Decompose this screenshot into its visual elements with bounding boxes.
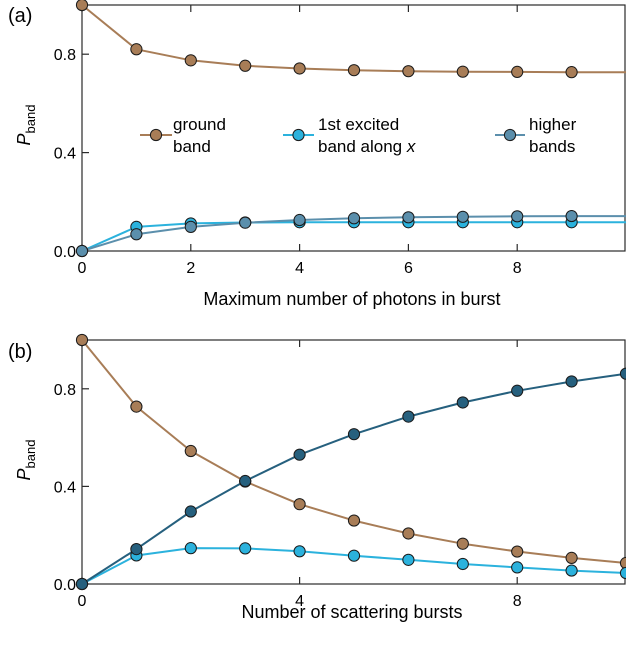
x-tick-label: 4: [295, 593, 304, 610]
series-line-0: [81, 4, 626, 74]
legend-text-ground-1: ground: [173, 115, 226, 134]
data-point: [619, 556, 626, 570]
data-point: [184, 505, 197, 518]
legend-marker-ground: [149, 128, 163, 142]
data-point: [402, 527, 415, 540]
data-point: [456, 65, 469, 78]
data-point: [402, 410, 415, 423]
y-axis-title-b: Pband: [14, 440, 38, 481]
data-point: [456, 537, 469, 550]
y-axis-title-a-sub: band: [23, 105, 38, 134]
plot-frame: [81, 339, 626, 585]
data-point: [511, 545, 524, 558]
legend-text-excited-2: band along x: [318, 137, 416, 156]
data-point: [619, 566, 626, 580]
data-point: [184, 444, 197, 458]
data-point: [184, 54, 197, 67]
data-point: [347, 549, 361, 562]
data-point: [511, 561, 524, 574]
legend-text-higher-1: higher: [529, 115, 577, 134]
data-point: [402, 211, 415, 224]
data-point: [565, 209, 578, 223]
data-point: [75, 333, 89, 347]
y-axis-title-a-main: P: [14, 133, 34, 145]
panel-a-axes: 0 2 4 6 8 0.0 0.4 0.8: [54, 4, 626, 277]
y-tick-label: 0.8: [54, 47, 76, 64]
legend-text-ground-2: band: [173, 137, 211, 156]
data-point: [239, 542, 252, 555]
data-point: [293, 62, 306, 75]
panel-b-series: [75, 333, 626, 591]
legend-text-higher-2: bands: [529, 137, 575, 156]
data-point: [565, 551, 578, 564]
y-tick-label: 0.8: [54, 382, 76, 399]
data-point: [456, 210, 469, 223]
x-tick-label: 8: [513, 593, 522, 610]
data-point: [75, 0, 89, 12]
data-point: [456, 557, 469, 571]
data-point: [511, 384, 524, 397]
panel-label-b: (b): [8, 341, 32, 363]
data-point: [184, 220, 197, 233]
panel-a-series: [75, 0, 626, 258]
svg-text:Pband: Pband: [14, 440, 38, 481]
data-point: [130, 400, 143, 413]
y-tick-label: 0.0: [54, 244, 76, 261]
legend-entry-excited: 1st excited band along x: [283, 115, 416, 156]
data-point: [75, 244, 89, 258]
panel-a: (a) 0 2 4 6 8 0.0 0.4 0.8 ground band 1st excit…: [8, 0, 626, 309]
data-point: [565, 564, 578, 577]
data-point: [511, 210, 524, 223]
data-point: [239, 474, 252, 488]
legend-entry-higher: higher bands: [495, 115, 577, 156]
data-point: [130, 543, 143, 556]
x-tick-label: 8: [513, 260, 522, 277]
y-tick-label: 0.4: [54, 146, 76, 163]
data-point: [293, 448, 306, 461]
data-point: [402, 553, 415, 566]
panel-a-legend: ground band 1st excited band along x hig…: [140, 115, 577, 156]
panel-b: (b) 0 4 8 0.0 0.4 0.8 Number of scattering bu…: [8, 333, 626, 622]
x-axis-title-b: Number of scattering bursts: [241, 602, 462, 622]
data-point: [511, 65, 524, 79]
data-point: [347, 428, 361, 441]
data-point: [347, 64, 361, 77]
plot-frame: [81, 4, 626, 252]
x-axis-title-a: Maximum number of photons in burst: [203, 289, 500, 309]
data-point: [456, 396, 469, 409]
x-tick-label: 2: [186, 260, 195, 277]
data-point: [293, 498, 306, 511]
y-tick-label: 0.4: [54, 479, 76, 496]
data-point: [239, 216, 252, 229]
x-tick-label: 0: [78, 260, 87, 277]
y-axis-title-b-sub: band: [23, 440, 38, 469]
y-axis-title-b-main: P: [14, 468, 34, 480]
data-point: [402, 65, 415, 78]
legend-marker-excited: [292, 128, 305, 142]
data-point: [184, 542, 197, 555]
legend-text-excited-1: 1st excited: [318, 115, 399, 134]
x-tick-label: 4: [295, 260, 304, 277]
legend-entry-ground: ground band: [140, 115, 226, 156]
x-tick-label: 6: [404, 260, 413, 277]
data-point: [565, 375, 578, 388]
data-point: [293, 213, 306, 227]
data-point: [75, 577, 89, 591]
y-axis-title-a: Pband: [14, 105, 38, 146]
data-point: [130, 228, 143, 241]
panel-label-a: (a): [8, 5, 32, 27]
data-point: [619, 367, 626, 380]
data-point: [347, 212, 361, 225]
y-tick-label: 0.0: [54, 577, 76, 594]
svg-text:Pband: Pband: [14, 105, 38, 146]
data-point: [565, 66, 578, 79]
data-point: [239, 59, 252, 72]
legend-marker-higher: [503, 128, 517, 142]
data-point: [130, 43, 143, 56]
data-point: [293, 545, 306, 558]
x-tick-label: 0: [78, 593, 87, 610]
data-point: [347, 514, 361, 527]
